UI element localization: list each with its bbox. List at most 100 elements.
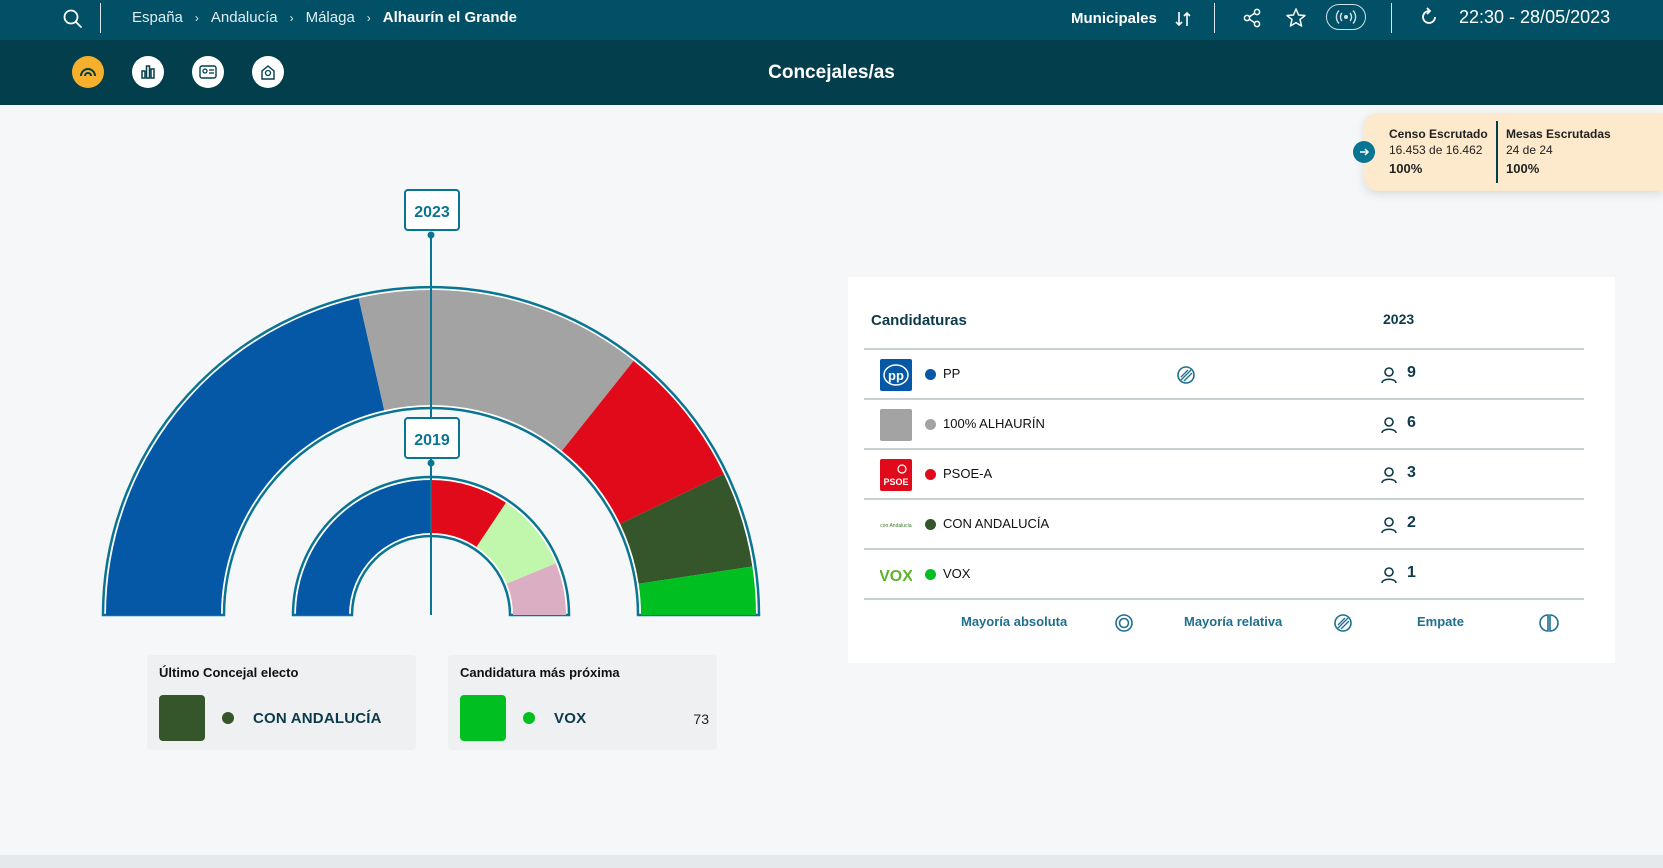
user-icon [1381,367,1397,384]
year-2023-badge: 2023 [404,189,460,231]
sort-icon[interactable] [1173,9,1193,29]
scrutiny-card: Censo Escrutado 16.453 de 16.462 100% Me… [1364,113,1663,191]
column-header-year: 2023 [1383,311,1415,327]
table-row[interactable]: pp PP 9 [864,350,1584,400]
mesas-block: Mesas Escrutadas 24 de 24 100% [1506,127,1611,176]
year-2019-label: 2019 [414,432,450,449]
arrow-right-icon [1360,148,1370,156]
seat-segment-2019-pp[interactable] [296,480,431,615]
view-bar: Concejales/as [0,40,1663,105]
seat-segment-2019-light-green-party[interactable] [476,502,556,584]
party-name: PSOE-A [943,466,993,481]
party-color-dot [925,569,936,580]
seat-segment-2023-vox[interactable] [638,566,756,615]
con-andalucia-logo: con Andalucía [880,509,912,541]
table-row[interactable]: VOX VOX 1 [864,550,1584,600]
breadcrumb-espana[interactable]: España [132,9,183,26]
breadcrumb-malaga[interactable]: Málaga [305,9,355,26]
seat-segment-2023-100-alhaur-n[interactable] [358,290,634,451]
vox-logo-icon: VOX [880,559,912,591]
table-row[interactable]: con Andalucía CON ANDALUCÍA 2 [864,500,1584,550]
search-icon[interactable] [62,8,84,30]
update-datetime: 22:30 - 28/05/2023 [1459,7,1611,27]
psoe-logo-icon: PSOE [880,459,912,491]
bar-chart-icon [141,65,155,79]
last-elected-swatch [159,695,205,741]
censo-percent: 100% [1389,161,1423,176]
divider [1496,121,1498,183]
hemicycle-view-button[interactable] [72,56,104,88]
legend-relative-majority: Mayoría relativa [1184,614,1283,629]
svg-text:VOX: VOX [880,568,912,584]
party-name: VOX [943,566,971,581]
chevron-right-icon: › [289,10,294,25]
seat-segment-2023-pp[interactable] [106,298,385,615]
hemicycle-chart: 2023 2019 [101,189,761,617]
seat-count: 3 [1407,464,1416,481]
live-broadcast-button[interactable] [1326,4,1366,30]
closest-candidate-party: VOX [554,710,587,727]
column-header-candidates: Candidaturas [871,312,967,329]
star-icon[interactable] [1284,6,1308,30]
censo-block: Censo Escrutado 16.453 de 16.462 100% [1389,127,1488,176]
seat-segment-2019-pink-party[interactable] [506,563,566,615]
svg-text:pp: pp [888,368,904,383]
header-divider [864,348,1584,350]
candidate-list-icon [199,65,217,79]
breadcrumb-andalucia[interactable]: Andalucía [210,9,278,26]
grey-square-logo [880,409,912,441]
scrutiny-toggle-button[interactable] [1353,141,1375,163]
candidates-view-button[interactable] [192,56,224,88]
party-color-dot [925,519,936,530]
page-title: Concejales/as [768,62,895,83]
year-2019-badge: 2019 [404,417,460,459]
results-table: Candidaturas 2023 pp PP 9 100% ALHAURÍN … [848,277,1615,663]
absolute-majority-icon [1115,614,1133,632]
year-2023-label: 2023 [414,204,450,221]
seat-segment-2023-psoe-a[interactable] [561,360,724,524]
closest-candidate-title: Candidatura más próxima [460,665,620,680]
seat-segment-2019-psoe-a[interactable] [431,480,507,547]
seat-count: 2 [1407,514,1416,531]
user-icon [1381,567,1397,584]
mesas-label: Mesas Escrutadas [1506,127,1611,141]
bar-chart-view-button[interactable] [132,56,164,88]
last-elected-party: CON ANDALUCÍA [253,710,382,727]
chevron-right-icon: › [366,10,371,25]
closest-candidate-card: Candidatura más próxima VOX 73 [448,655,717,750]
election-type-label[interactable]: Municipales [1071,10,1157,27]
tie-icon [1539,614,1559,632]
pp-logo-icon: pp [880,359,912,391]
seat-count: 9 [1407,364,1416,381]
divider [1391,3,1392,33]
party-name: 100% ALHAURÍN [943,416,1045,431]
legend-absolute-majority: Mayoría absoluta [961,614,1068,629]
chevron-right-icon: › [194,10,199,25]
user-icon [1381,417,1397,434]
table-row[interactable]: 100% ALHAURÍN 6 [864,400,1584,450]
share-icon[interactable] [1241,7,1263,29]
seat-count: 6 [1407,414,1416,431]
censo-label: Censo Escrutado [1389,127,1488,141]
last-elected-title: Último Concejal electo [159,665,299,680]
mesas-value: 24 de 24 [1506,143,1553,157]
user-icon [1381,467,1397,484]
user-icon [1381,517,1397,534]
map-view-button[interactable] [252,56,284,88]
party-name: CON ANDALUCÍA [943,516,1050,531]
party-color-dot [925,419,936,430]
footer-strip [0,855,1663,868]
year-marker-dot [427,231,435,239]
refresh-icon[interactable] [1418,6,1440,28]
top-bar: España › Andalucía › Málaga › Alhaurín e… [0,0,1663,40]
svg-text:PSOE: PSOE [883,477,908,487]
relative-majority-icon [1177,366,1195,384]
table-row[interactable]: PSOE PSOE-A 3 [864,450,1584,500]
divider [1214,3,1215,33]
party-color-dot [925,469,936,480]
seat-segment-2023-con-andaluc-a[interactable] [620,473,753,584]
divider [100,3,101,33]
inner-ring-2019 [291,475,571,617]
last-elected-card: Último Concejal electo CON ANDALUCÍA [147,655,416,750]
party-name: PP [943,366,961,381]
